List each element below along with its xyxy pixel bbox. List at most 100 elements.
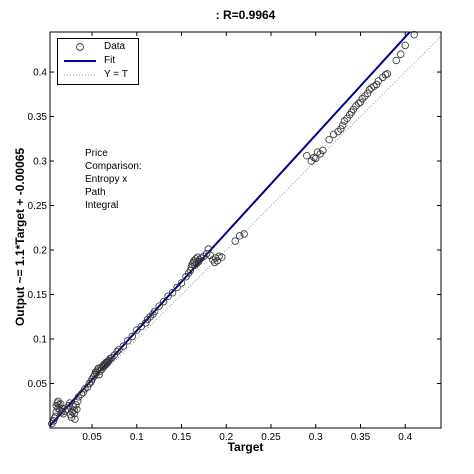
data-point xyxy=(137,322,145,331)
data-point xyxy=(72,401,80,409)
annotation-line: Comparison: xyxy=(85,161,142,172)
data-point xyxy=(337,125,345,133)
data-point xyxy=(106,354,114,363)
data-point xyxy=(142,319,150,327)
legend-label: Fit xyxy=(104,55,116,66)
annotation-line: Entropy x xyxy=(85,174,128,185)
data-point xyxy=(410,30,418,39)
data-point xyxy=(192,255,200,263)
y-tick-label: 0.1 xyxy=(33,335,47,346)
dotted-line-icon xyxy=(64,74,96,76)
data-point xyxy=(325,135,333,144)
data-point xyxy=(128,332,137,341)
data-point xyxy=(202,249,211,258)
solid-line-icon xyxy=(64,60,96,62)
data-point xyxy=(159,297,168,306)
data-point xyxy=(79,388,87,397)
y-tick-label: 0.3 xyxy=(33,157,47,168)
data-point xyxy=(115,345,123,354)
identity-line xyxy=(50,36,441,426)
data-point xyxy=(74,393,83,401)
data-point xyxy=(108,353,116,362)
x-axis-label: Target xyxy=(227,440,264,454)
data-point xyxy=(397,50,405,58)
data-point xyxy=(381,71,390,79)
data-point xyxy=(231,237,239,245)
y-axis-label: Output ~= 1.1*Target + -0.00065 xyxy=(13,147,27,327)
data-point xyxy=(379,73,387,82)
data-point xyxy=(124,337,132,345)
annotation-line: Integral xyxy=(85,200,119,211)
y-tick-label: 0.15 xyxy=(28,290,48,301)
y-tick-label: 0.25 xyxy=(28,201,48,212)
data-point xyxy=(338,121,347,130)
data-point xyxy=(240,230,248,238)
x-tick-label: 0.15 xyxy=(172,432,192,443)
data-point xyxy=(177,279,186,287)
x-tick-label: 0.05 xyxy=(82,432,102,443)
data-point xyxy=(329,130,338,139)
y-tick-label: 0.35 xyxy=(28,112,48,123)
data-point xyxy=(361,92,369,100)
legend-item-fit: Fit xyxy=(58,54,138,68)
data-point xyxy=(119,342,128,350)
y-tick-label: 0.4 xyxy=(33,68,47,79)
data-point xyxy=(218,253,226,261)
annotation-text: Price Comparison: Entropy x Path Integra… xyxy=(85,147,142,212)
x-tick-label: 0.4 xyxy=(398,432,412,443)
data-point xyxy=(310,153,318,162)
data-point xyxy=(354,99,363,107)
data-point xyxy=(168,289,177,297)
data-point xyxy=(358,95,366,103)
data-point xyxy=(356,98,365,107)
data-point xyxy=(61,407,69,415)
data-point xyxy=(143,315,152,324)
x-tick-label: 0.2 xyxy=(219,432,233,443)
x-tick-label: 0.25 xyxy=(261,432,281,443)
legend-label: Y = T xyxy=(104,69,128,80)
data-point xyxy=(365,86,374,94)
x-tick-label: 0.3 xyxy=(309,432,323,443)
data-point xyxy=(105,356,113,365)
annotation-line: Path xyxy=(85,187,106,198)
data-point xyxy=(303,151,311,160)
data-point xyxy=(155,302,163,310)
data-point xyxy=(68,408,77,416)
data-point xyxy=(57,400,65,408)
data-point xyxy=(392,56,400,65)
data-point xyxy=(133,326,141,334)
data-point xyxy=(53,399,61,407)
data-point xyxy=(146,313,154,321)
data-point xyxy=(334,127,342,136)
data-point xyxy=(51,412,60,421)
annotation-line: Price xyxy=(85,148,108,159)
data-point xyxy=(83,383,92,391)
data-point xyxy=(73,405,81,414)
legend: Data Fit Y = T xyxy=(57,38,139,85)
data-point xyxy=(70,410,78,418)
y-tick-label: 0.2 xyxy=(33,246,47,257)
data-point xyxy=(164,292,172,300)
data-point xyxy=(58,404,67,413)
legend-label: Data xyxy=(104,41,126,52)
data-point xyxy=(195,256,204,264)
plot-frame xyxy=(49,31,442,429)
legend-item-identity: Y = T xyxy=(58,68,138,82)
data-point xyxy=(74,397,82,406)
data-point xyxy=(372,80,381,89)
data-point xyxy=(352,102,360,110)
data-point xyxy=(113,347,121,356)
circle-marker-icon xyxy=(76,43,84,51)
data-point xyxy=(213,257,222,265)
data-point xyxy=(319,146,327,155)
data-point xyxy=(173,283,181,292)
data-point xyxy=(235,232,244,240)
data-point xyxy=(85,379,94,388)
data-point xyxy=(54,397,62,406)
chart-title: : R=0.9964 xyxy=(215,8,276,22)
y-tick-label: 0.05 xyxy=(28,379,48,390)
data-point xyxy=(150,307,159,316)
data-point xyxy=(340,117,349,125)
x-tick-label: 0.1 xyxy=(130,432,144,443)
